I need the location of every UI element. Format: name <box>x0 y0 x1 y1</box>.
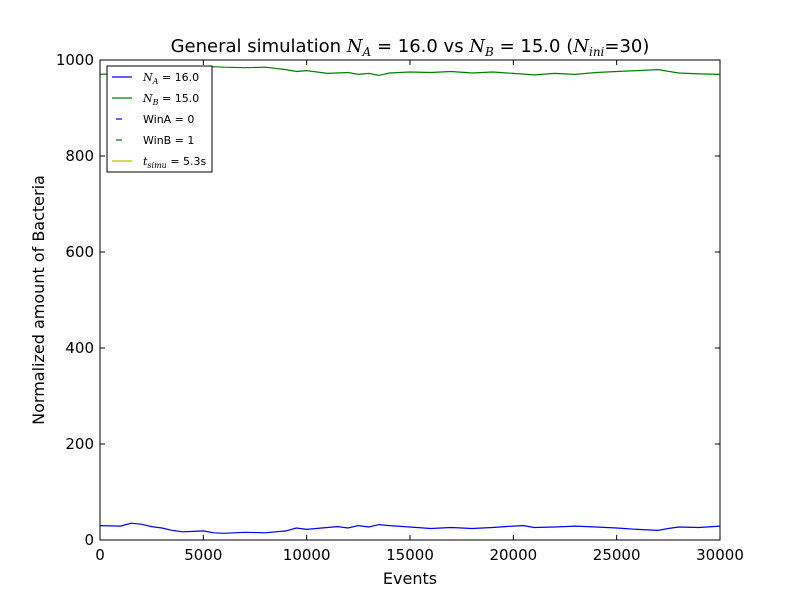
legend-label-4: WinB = 1 <box>143 134 194 147</box>
y-tick-label: 200 <box>65 435 94 453</box>
y-tick-label: 0 <box>84 531 94 549</box>
x-tick-label: 20000 <box>489 546 537 564</box>
legend-label-3: WinA = 0 <box>143 113 194 126</box>
y-tick-label: 800 <box>65 147 94 165</box>
chart-title: General simulation NA = 16.0 vs NB = 15.… <box>171 36 650 59</box>
y-axis-label: Normalized amount of Bacteria <box>29 175 48 425</box>
x-tick-label: 30000 <box>696 546 744 564</box>
y-tick-label: 1000 <box>56 51 94 69</box>
legend-label-5: tsimu = 5.3s <box>143 155 207 170</box>
legend-label-1: NA = 16.0 <box>142 71 199 86</box>
legend-box <box>106 65 213 173</box>
x-tick-label: 15000 <box>386 546 434 564</box>
series-line-1 <box>99 522 721 534</box>
legend-label-2: NB = 15.0 <box>142 92 199 107</box>
legend: NA = 16.0 NB = 15.0 WinA = 0 WinB = 1 tsimu … <box>106 65 213 173</box>
x-tick-label: 10000 <box>283 546 331 564</box>
x-tick-label: 5000 <box>184 546 222 564</box>
x-axis-label: Events <box>383 569 437 588</box>
y-tick-label: 600 <box>65 243 94 261</box>
y-tick-label: 400 <box>65 339 94 357</box>
x-tick-label: 0 <box>95 546 105 564</box>
plot-area: 0 5000 10000 15000 20000 25000 30000 0 200 400 600… <box>56 51 744 564</box>
x-tick-label: 25000 <box>593 546 641 564</box>
